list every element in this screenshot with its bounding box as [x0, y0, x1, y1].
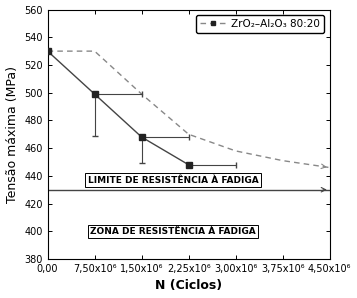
Text: ZONA DE RESISTÊNCIA À FADIGA: ZONA DE RESISTÊNCIA À FADIGA — [90, 227, 256, 236]
Y-axis label: Tensão máxima (MPa): Tensão máxima (MPa) — [6, 66, 19, 203]
Legend: ZrO₂–Al₂O₃ 80:20: ZrO₂–Al₂O₃ 80:20 — [196, 15, 325, 33]
X-axis label: N (Ciclos): N (Ciclos) — [155, 280, 222, 292]
Text: LIMITE DE RESISTÊNCIA À FADIGA: LIMITE DE RESISTÊNCIA À FADIGA — [87, 176, 258, 184]
